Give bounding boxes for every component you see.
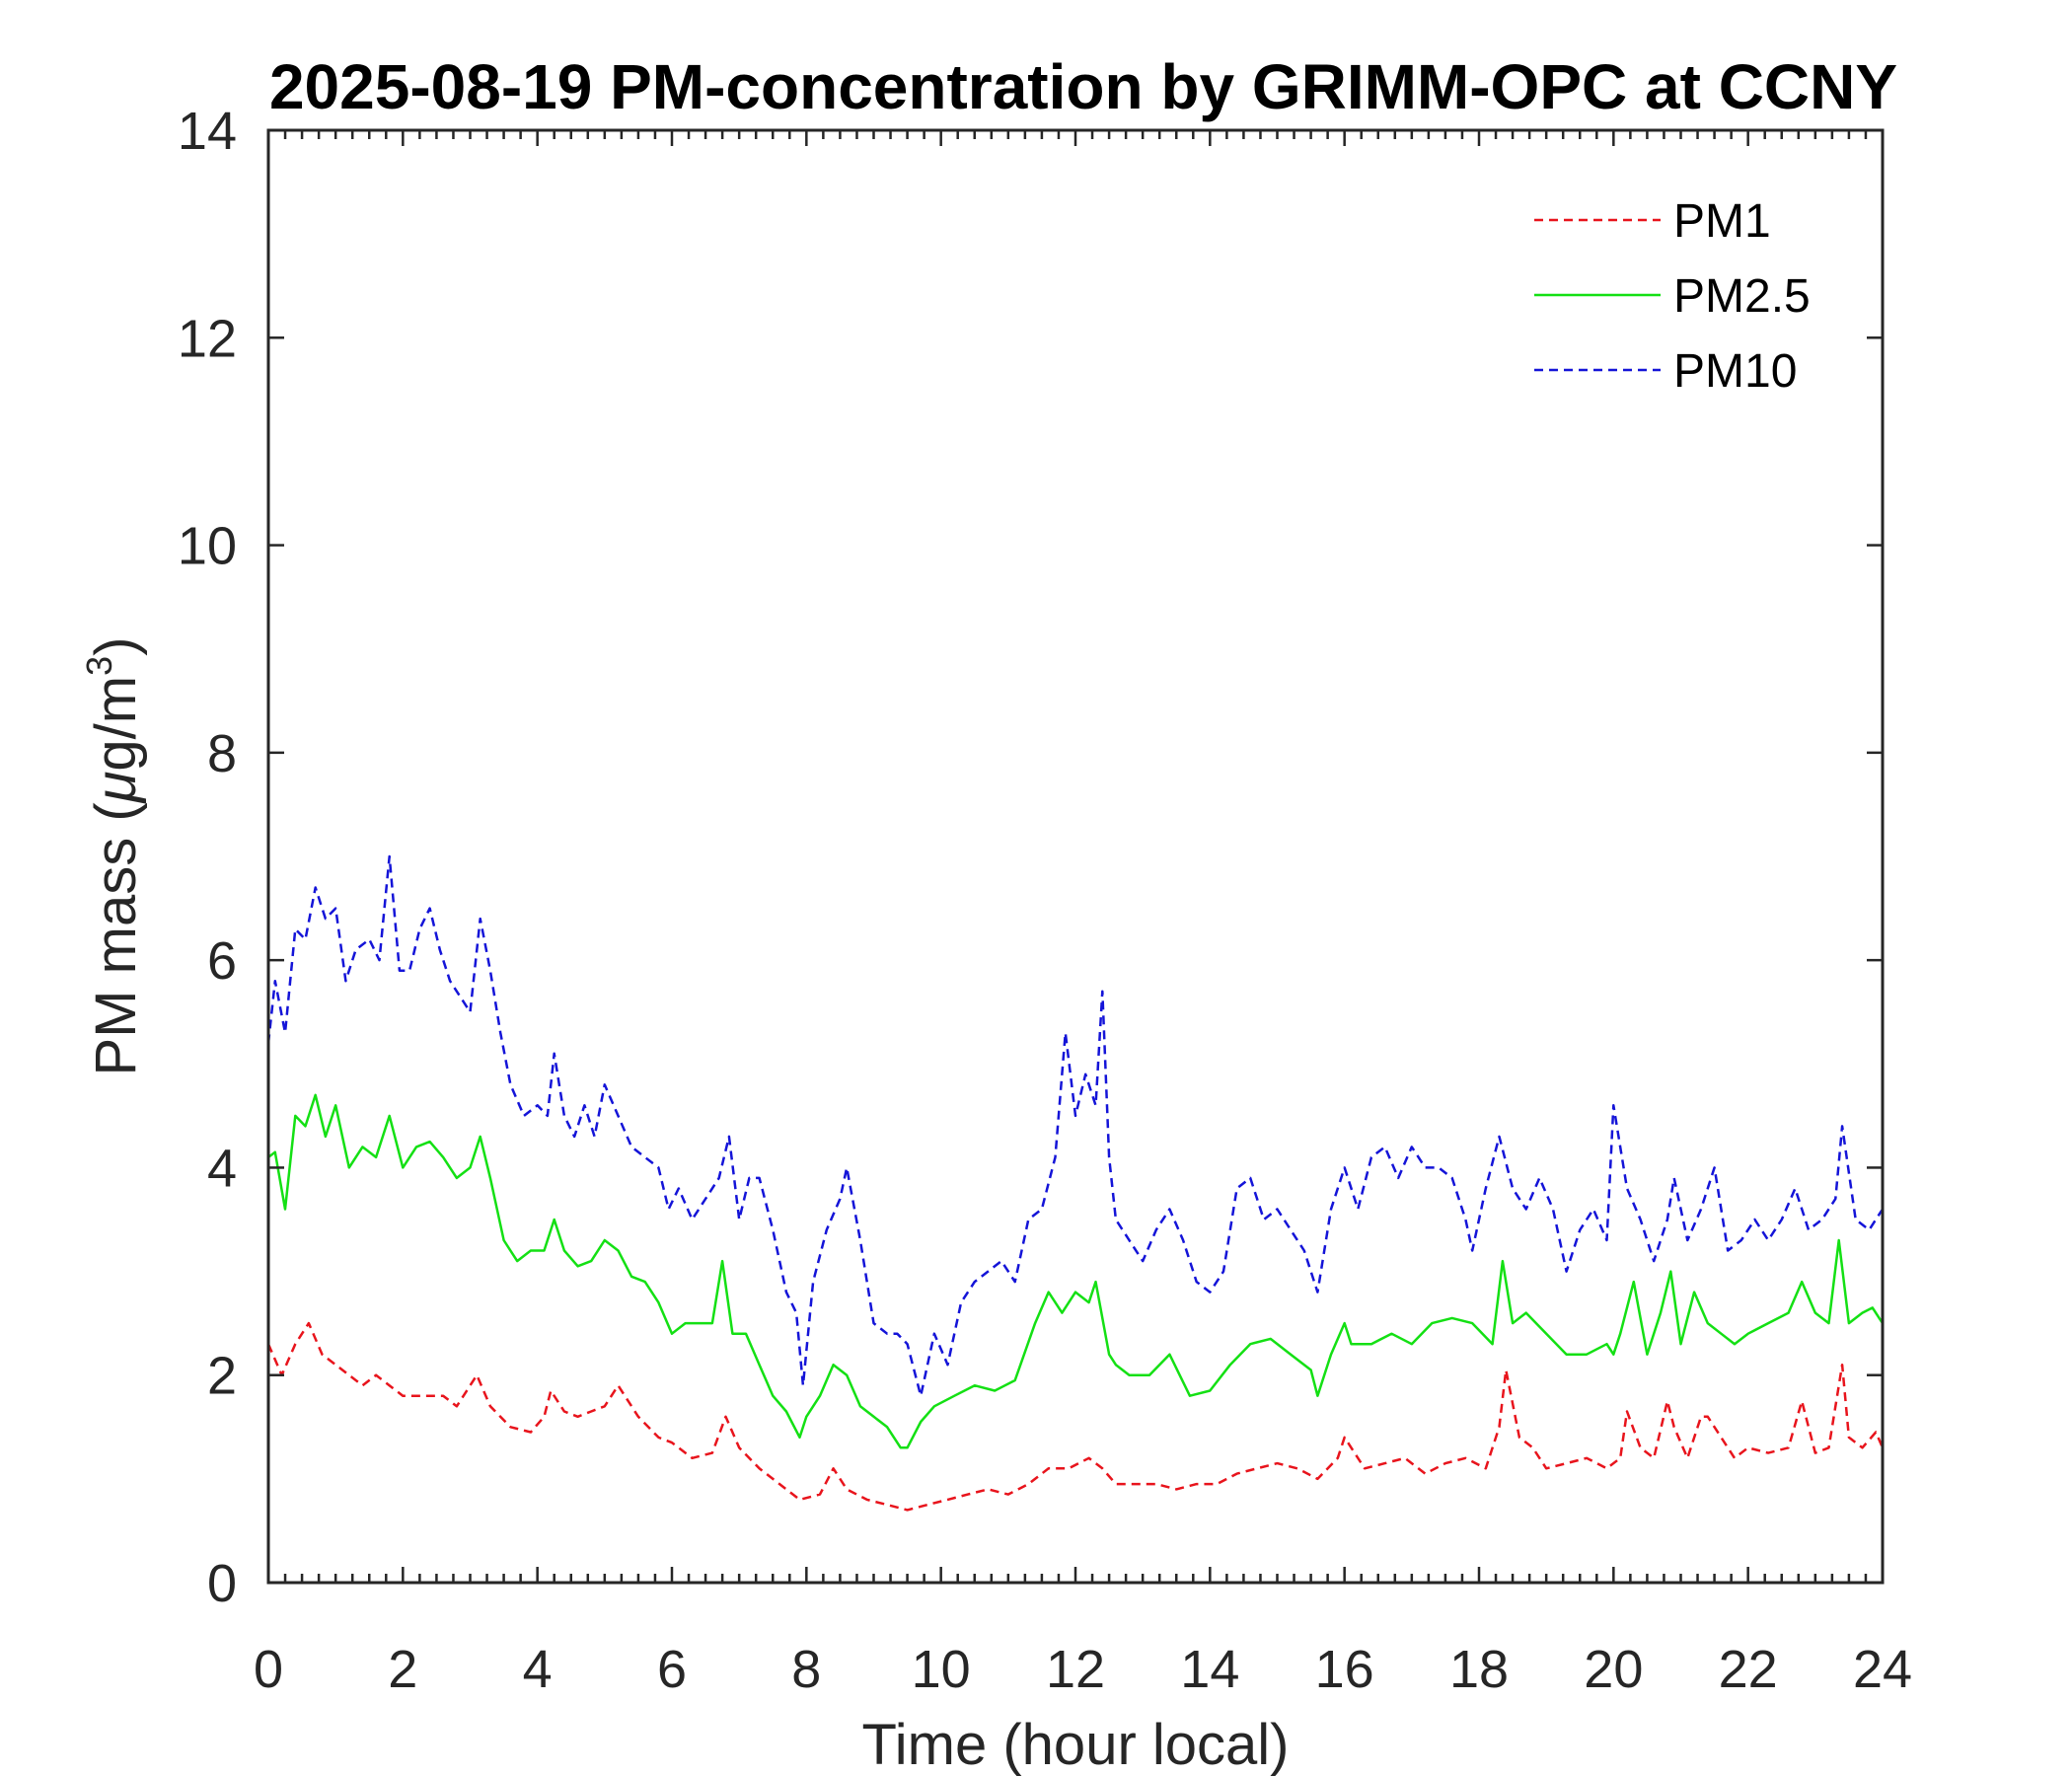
x-tick-label: 2 [388, 1640, 417, 1699]
y-axis-label-exponent: 3 [79, 656, 119, 676]
x-tick-label: 0 [254, 1640, 283, 1699]
y-tick-label: 2 [207, 1347, 237, 1406]
y-axis-label-prefix: PM mass ( [84, 802, 148, 1075]
y-axis-label-suffix: ) [84, 637, 148, 656]
y-tick-label: 12 [178, 309, 237, 368]
series-layer [266, 854, 1885, 1512]
x-tick-label: 8 [791, 1640, 821, 1699]
x-tick-label: 6 [657, 1640, 687, 1699]
legend: PM1 PM2.5 PM10 [1534, 195, 1811, 398]
y-axis-label-unit: g/m [84, 676, 148, 772]
x-axis-label: Time (hour local) [862, 1713, 1290, 1776]
y-tick-label: 0 [207, 1554, 237, 1613]
series-line-pm25 [267, 1093, 1885, 1449]
plot-area [268, 130, 1883, 1583]
y-tick-label: 10 [178, 517, 237, 576]
y-tick-label: 14 [178, 102, 237, 161]
chart-title: 2025-08-19 PM-concentration by GRIMM-OPC… [269, 51, 1897, 122]
y-tick-label: 4 [207, 1139, 237, 1198]
x-tick-label: 24 [1853, 1640, 1912, 1699]
x-tick-label: 4 [523, 1640, 553, 1699]
x-tick-label: 20 [1584, 1640, 1643, 1699]
x-tick-label: 16 [1315, 1640, 1374, 1699]
y-tick-label: 6 [207, 931, 237, 991]
x-tick-label: 22 [1719, 1640, 1778, 1699]
legend-label: PM10 [1673, 345, 1797, 398]
x-tick-label: 10 [912, 1640, 971, 1699]
y-axis-label: PM mass (μg/m3) [79, 637, 148, 1076]
y-axis-label-mu: μ [84, 772, 148, 805]
y-tick-label: 8 [207, 724, 237, 783]
legend-label: PM1 [1673, 195, 1771, 248]
x-tick-label: 14 [1180, 1640, 1239, 1699]
x-tick-label: 12 [1046, 1640, 1105, 1699]
legend-label: PM2.5 [1673, 270, 1811, 323]
x-tick-label: 18 [1449, 1640, 1509, 1699]
series-line-pm1 [266, 1321, 1885, 1512]
tick-layer [266, 128, 1885, 1585]
